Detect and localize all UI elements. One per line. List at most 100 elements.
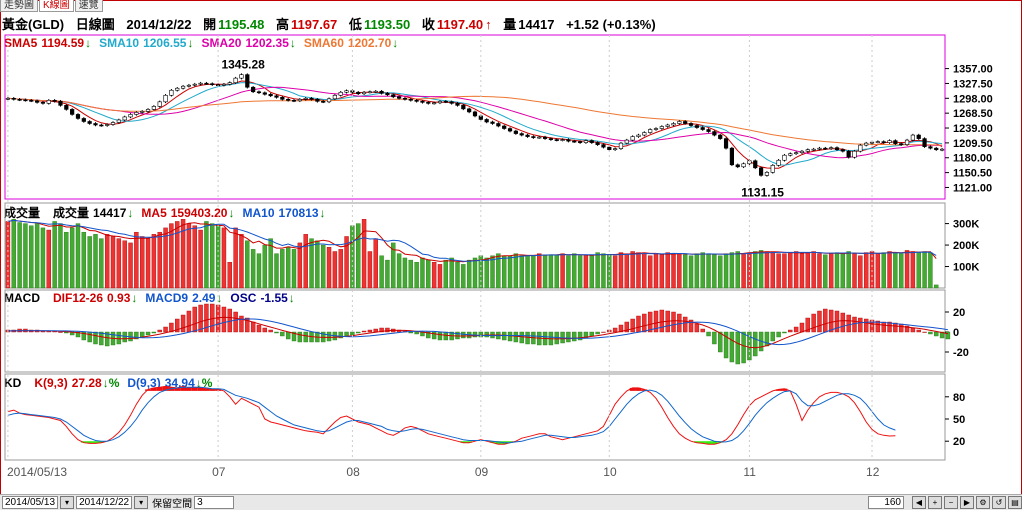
candle-body [618,142,624,149]
volume-bar [899,253,904,289]
x-axis-label: 10 [603,465,617,479]
candle-body [437,101,443,104]
volume-bar [338,249,343,289]
candle-body [93,123,98,126]
candle-body [805,149,810,152]
candle-body [239,74,244,79]
candle-body [128,114,133,118]
macd-osc-bar [356,331,361,334]
candle-body [286,99,291,101]
tab-1[interactable]: K線圖 [39,0,74,12]
scroll-left-icon[interactable]: ◀ [912,496,926,509]
volume-bar [52,221,57,289]
candle-body [782,154,787,161]
macd-osc-bar [572,331,577,342]
volume-bar [186,223,192,289]
candle-body [758,167,764,176]
candle-body [829,147,834,149]
x-axis-label: 09 [475,465,489,479]
kd-k-line [7,385,896,445]
volume-bar [99,238,104,289]
candle-body [875,141,880,143]
price-tick-label: 1121.00 [953,182,992,194]
volume-bar [326,247,332,289]
volume-bar [519,255,524,289]
reserve-space-field[interactable]: 3 [194,496,235,509]
chart-canvas[interactable]: 1357.00 1327.50 1298.00 1268.50 1239.00 1209.… [0,0,1024,494]
volume-bar [140,236,145,289]
candle-body [671,123,676,126]
bar-count-field[interactable]: 160 [868,496,904,509]
volume-bar [87,236,92,289]
volume-bar [17,222,22,289]
indicator-value: 159403.20 [170,206,228,220]
volume-bar [361,219,367,289]
candle-body [659,126,664,129]
candle-body [210,83,215,86]
settings-icon[interactable]: ⚙ [976,496,990,509]
candle-body [23,99,28,102]
macd-osc-bar [764,331,770,347]
volume_indicators-item-1: 成交量 14417↓ [53,206,133,220]
candle-body [11,98,16,100]
volume-bar [204,221,209,289]
volume-bar [863,252,869,289]
macd-osc-bar [245,317,250,333]
tab-2[interactable]: 速覽 [74,0,103,12]
candle-body [105,124,110,126]
volume-bar [402,257,408,289]
from-date-dropdown-icon[interactable]: ▾ [60,496,75,509]
zoom-in-icon[interactable]: + [928,496,942,509]
candle-body [823,147,828,150]
volume-bar [513,253,519,289]
candle-body [484,119,489,123]
low-annotation: 1131.15 [741,185,784,199]
high-annotation: 1345.28 [221,57,265,71]
to-date-dropdown-icon[interactable]: ▾ [134,496,149,509]
candle-body [642,132,647,136]
macd-osc-bar [741,331,746,364]
view-tabs: 走勢圖 K線圖 速覽 [0,0,104,12]
zoom-out-icon[interactable]: − [944,496,958,509]
candle-body [519,133,524,136]
macd-osc-bar [928,331,933,335]
from-date-field[interactable]: 2014/05/13 [2,496,59,509]
volume_indicators-item-0: 成交量 [4,206,45,220]
macd-osc-bar [577,331,583,341]
volume-bar [256,253,262,289]
macd-osc-bar [134,331,139,340]
candle-body [893,140,898,144]
candle-body [916,134,921,139]
volume-bar [46,229,51,289]
print-icon[interactable]: ▤ [1008,496,1022,509]
candle-body [502,125,507,129]
candle-body [309,98,314,100]
reset-icon[interactable]: ↺ [992,496,1006,509]
volume-bar [169,223,174,289]
high-value: 1197.67 [291,17,338,32]
price_indicators-item-2: SMA20 1202.35↓ [201,36,295,50]
volume-bar [344,236,349,289]
candle-body [426,102,431,104]
candle-body [385,92,390,96]
indicator-label: SMA60 [303,36,344,50]
macd-osc-bar [140,331,145,338]
candle-body [694,125,699,128]
scroll-right-icon[interactable]: ▶ [960,496,974,509]
tab-0[interactable]: 走勢圖 [0,0,38,12]
candle-body [414,100,419,102]
candle-body [40,102,46,104]
macd-osc-bar [852,316,857,333]
macd-osc-bar [186,310,192,333]
candle-body [204,82,209,85]
volume-bar [548,254,554,289]
price-tick-label: 1180.00 [953,153,992,165]
volume-bar [420,257,425,289]
kd-overbought-fill [641,389,648,391]
candle-body [17,99,22,101]
volume-bar [40,227,46,289]
macd-osc-bar [233,311,238,333]
x-axis-label: 2014/05/13 [7,465,67,479]
candle-body [297,99,302,102]
to-date-field[interactable]: 2014/12/22 [76,496,133,509]
